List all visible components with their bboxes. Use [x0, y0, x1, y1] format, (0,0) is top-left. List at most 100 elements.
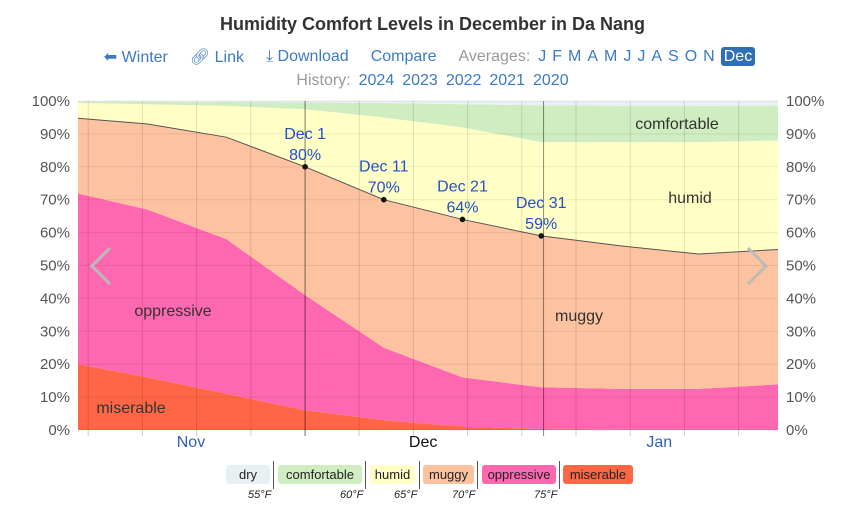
month-link-9[interactable]: O: [684, 48, 698, 65]
area-label-oppressive: oppressive: [134, 303, 211, 320]
link-icon: 🔗︎: [189, 49, 211, 66]
area-miserable: [78, 364, 778, 430]
annotation-date: Dec 21: [437, 178, 488, 195]
month-link-8[interactable]: S: [668, 48, 679, 65]
link-label: Link: [214, 49, 245, 66]
month-link-2[interactable]: M: [568, 48, 582, 65]
month-link-5[interactable]: J: [623, 48, 632, 65]
month-link-11[interactable]: Dec: [720, 47, 756, 66]
month-link-0[interactable]: J: [538, 48, 547, 65]
history-year-2023[interactable]: 2023: [402, 72, 438, 89]
y-tick-label-right: 50%: [786, 258, 816, 275]
y-tick-label-left: 20%: [40, 356, 70, 373]
muggy-boundary-line: [78, 117, 778, 255]
x-tick-label: Dec: [409, 434, 437, 451]
plot-area: [78, 101, 778, 430]
history-year-2021[interactable]: 2021: [489, 72, 525, 89]
legend-threshold: 70°F: [452, 489, 476, 501]
history-label: History:: [296, 72, 351, 89]
annotation-date: Dec 1: [284, 126, 326, 143]
area-label-miserable: miserable: [96, 400, 165, 417]
area-comfortable: [78, 101, 778, 143]
history-year-2022[interactable]: 2022: [445, 72, 482, 89]
averages-label: Averages:: [458, 48, 531, 65]
annotation-dot: [538, 233, 544, 239]
arrow-left-icon: ⬅: [103, 49, 118, 66]
y-tick-label-left: 50%: [40, 258, 70, 275]
legend-separator: [365, 461, 366, 489]
legend-separator: [419, 461, 420, 489]
y-tick-label-left: 40%: [40, 290, 70, 307]
annotation-dot: [302, 164, 308, 170]
annotation-value: 70%: [368, 180, 400, 197]
legend-separator: [559, 461, 560, 489]
y-tick-label-left: 70%: [40, 192, 70, 209]
prev-month-chevron-icon[interactable]: [89, 246, 112, 286]
legend-threshold: 55°F: [248, 489, 272, 501]
legend-item-comfortable: comfortable: [278, 465, 362, 484]
y-tick-label-right: 20%: [786, 356, 816, 373]
annotation-value: 64%: [446, 199, 478, 216]
legend-item-humid: humid: [370, 465, 415, 484]
month-link-1[interactable]: F: [552, 48, 563, 65]
y-tick-label-right: 90%: [786, 126, 816, 143]
month-link-6[interactable]: J: [637, 48, 646, 65]
annotation-dot: [459, 216, 466, 223]
download-icon: ⤓: [266, 48, 274, 65]
area-label-comfortable: comfortable: [635, 116, 719, 133]
y-tick-label-right: 60%: [786, 225, 816, 242]
area-label-humid: humid: [668, 190, 712, 207]
y-tick-label-right: 40%: [786, 290, 816, 307]
annotation-date: Dec 11: [359, 159, 409, 176]
month-list: J F M A M J J A S O N Dec: [538, 47, 761, 66]
link-button[interactable]: 🔗︎ Link: [190, 47, 244, 67]
annotation-value: 59%: [525, 216, 557, 233]
history-year-2020[interactable]: 2020: [533, 72, 569, 89]
compare-link[interactable]: Compare: [370, 48, 437, 65]
month-link-4[interactable]: M: [604, 48, 618, 65]
area-dry: [78, 101, 778, 106]
x-tick-label[interactable]: Nov: [177, 434, 205, 451]
y-tick-label-right: 80%: [786, 159, 816, 176]
history-years: 2024 2023 2022 2021 2020: [351, 72, 569, 94]
legend-separator: [273, 461, 274, 489]
back-winter-link[interactable]: ⬅ Winter: [104, 47, 168, 67]
y-tick-label-left: 0%: [48, 422, 70, 439]
area-label-muggy: muggy: [555, 308, 603, 325]
y-tick-label-right: 10%: [786, 389, 816, 406]
chart-title: Humidity Comfort Levels in December in D…: [219, 14, 646, 34]
legend-item-dry: dry: [226, 465, 270, 484]
area-humid: [78, 102, 778, 254]
y-tick-label-left: 90%: [40, 126, 70, 143]
month-link-10[interactable]: N: [703, 48, 715, 65]
y-tick-label-right: 0%: [786, 422, 808, 439]
month-link-3[interactable]: A: [587, 48, 599, 65]
x-tick-label[interactable]: Jan: [646, 434, 672, 451]
area-oppressive: [78, 193, 778, 430]
annotation-date: Dec 31: [516, 195, 567, 212]
history-year-2024[interactable]: 2024: [358, 72, 395, 89]
legend-threshold: 65°F: [394, 489, 418, 501]
y-tick-label-left: 10%: [40, 389, 70, 406]
download-label: Download: [277, 48, 349, 65]
nav-bar: ⬅ Winter 🔗︎ Link ⤓ Download Compare Aver…: [0, 45, 865, 69]
next-month-chevron-icon[interactable]: [746, 246, 769, 286]
legend-item-muggy: muggy: [423, 465, 474, 484]
legend-threshold: 60°F: [340, 489, 364, 501]
y-tick-label-left: 30%: [40, 323, 70, 340]
back-label: Winter: [121, 49, 168, 66]
history-bar: History: 2024 2023 2022 2021 2020: [0, 72, 865, 94]
legend-separator: [477, 461, 478, 489]
download-button[interactable]: ⤓ Download: [266, 48, 349, 66]
y-tick-label-right: 30%: [786, 323, 816, 340]
legend-item-miserable: miserable: [563, 465, 633, 484]
legend-threshold: 75°F: [534, 489, 558, 501]
y-tick-label-left: 80%: [40, 159, 70, 176]
legend-item-oppressive: oppressive: [482, 465, 556, 484]
y-tick-label-right: 100%: [786, 93, 824, 110]
month-link-7[interactable]: A: [651, 48, 663, 65]
annotation-dot: [381, 196, 387, 203]
y-tick-label-right: 70%: [786, 192, 816, 209]
